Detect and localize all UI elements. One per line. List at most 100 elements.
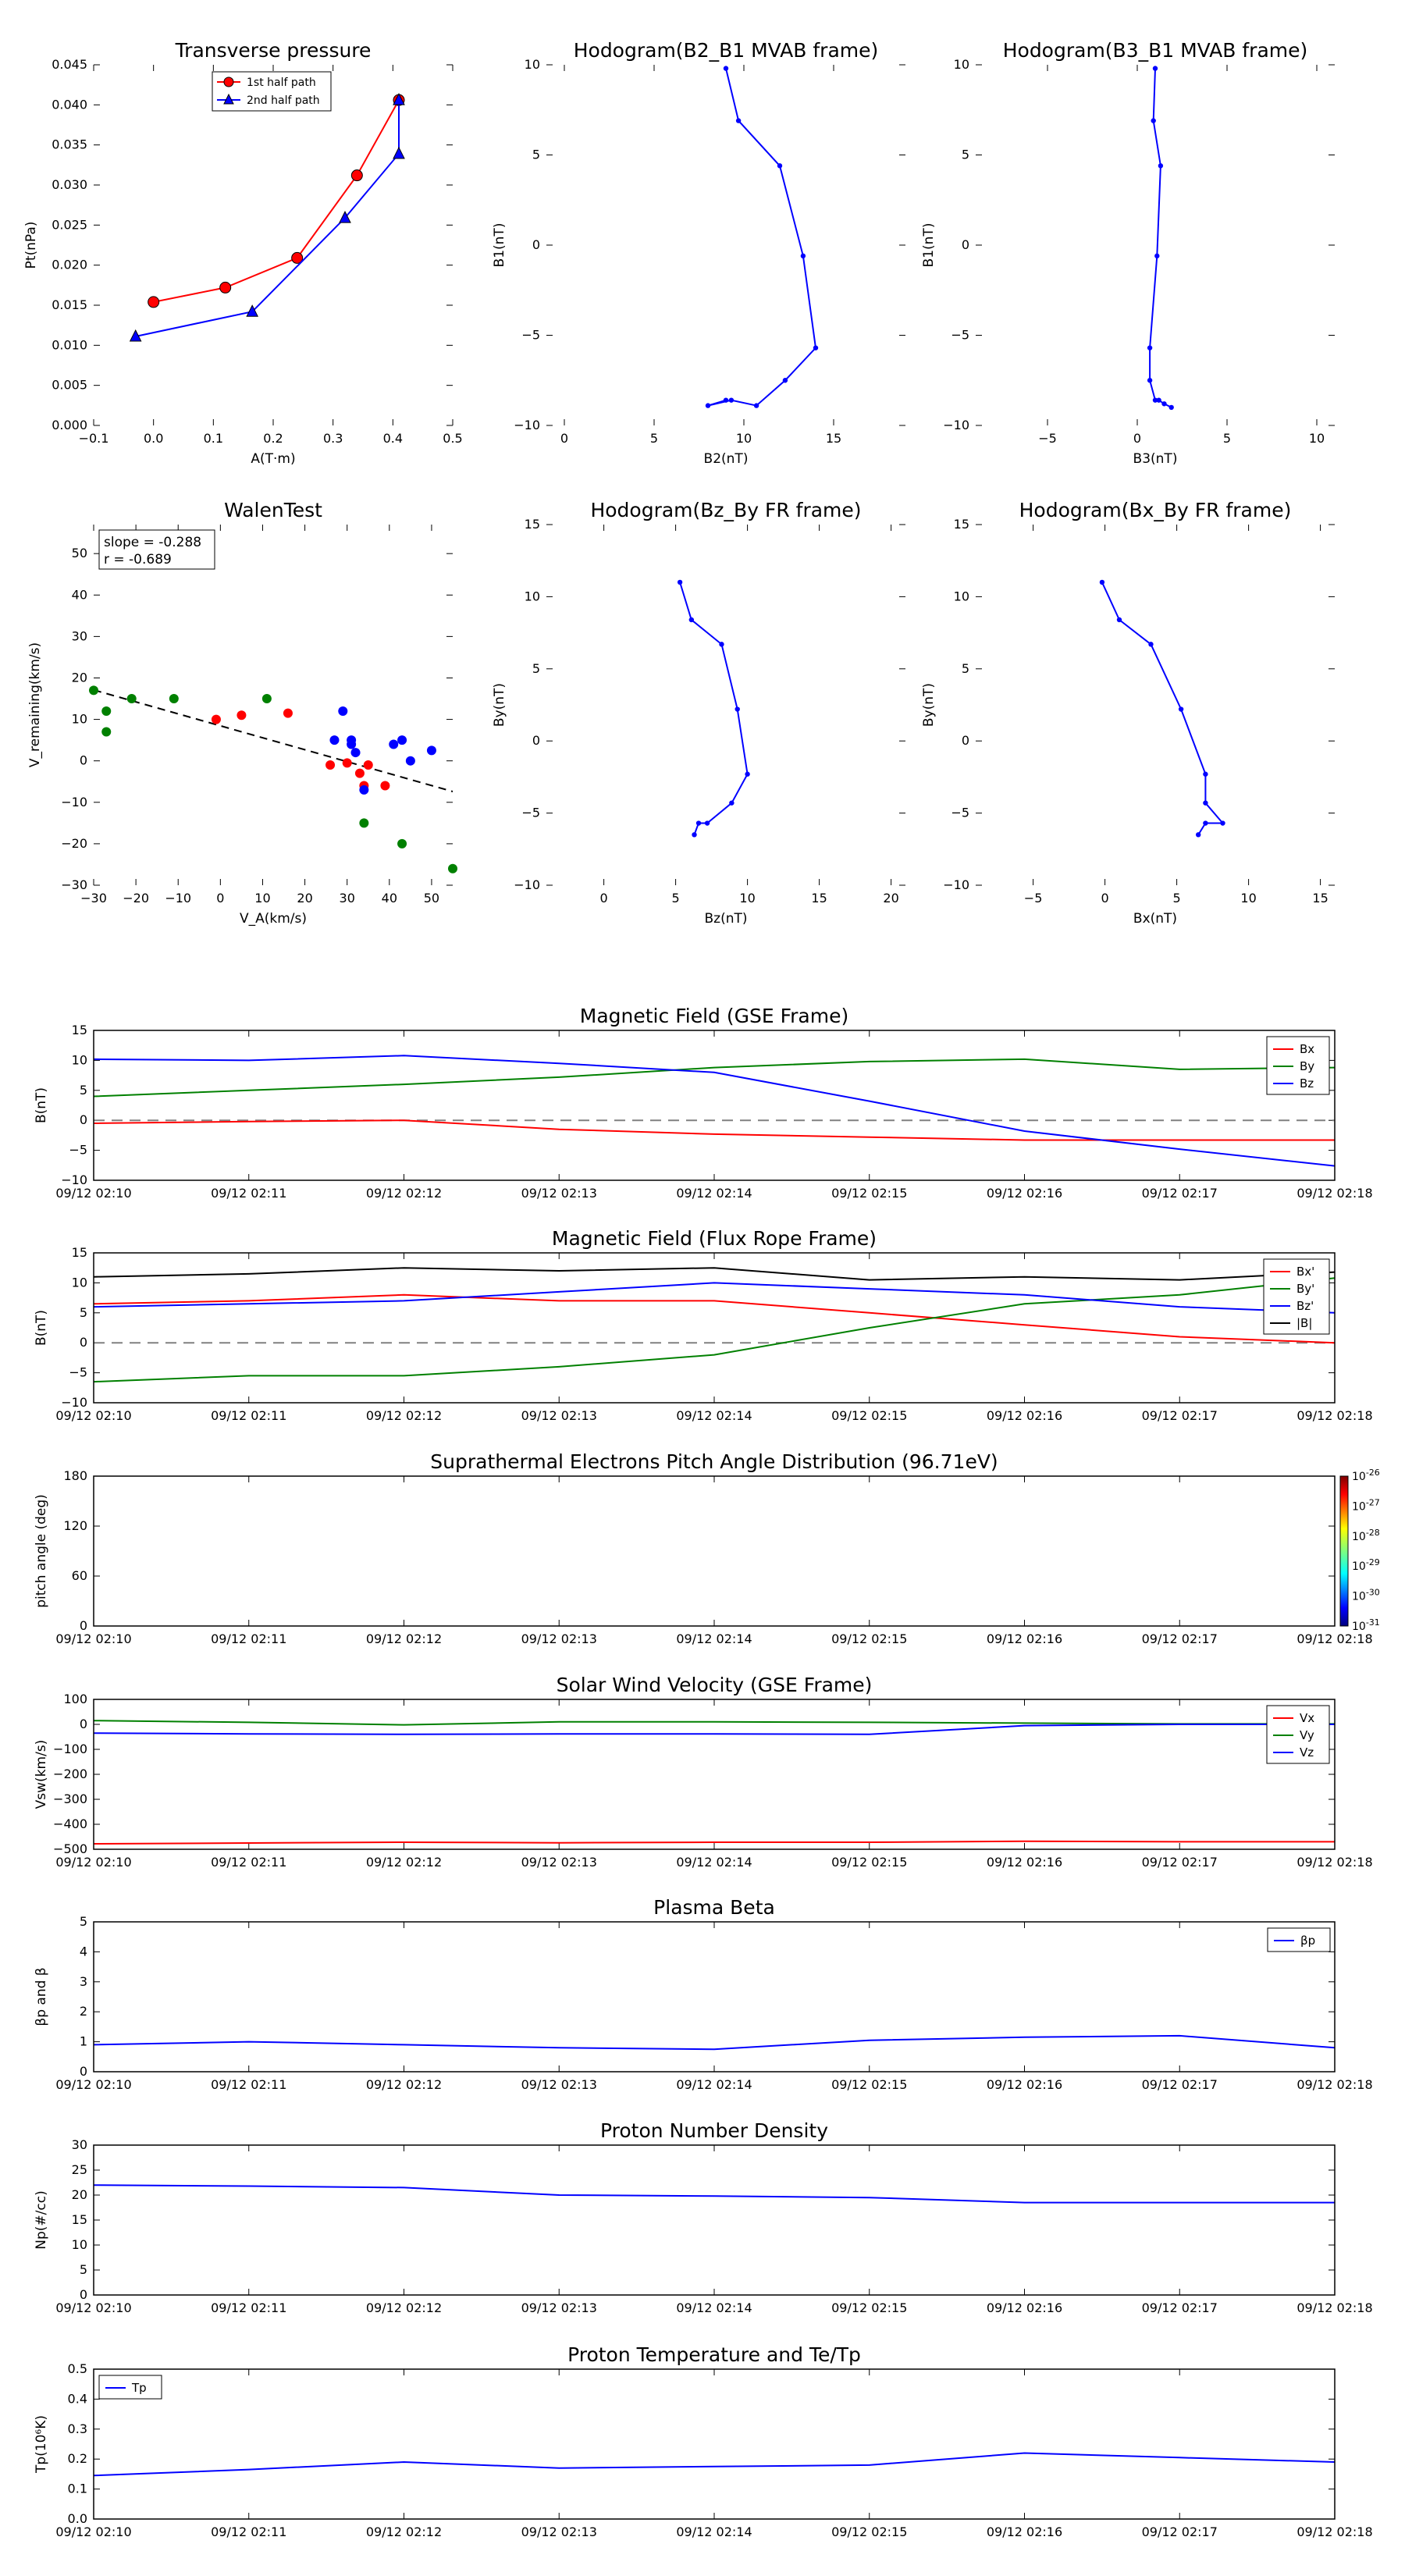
y-tick-label: −10 (514, 877, 540, 892)
panel-hodogram-b2-b1-trace-point (723, 66, 729, 71)
x-tick-label: 09/12 02:12 (366, 1631, 442, 1646)
scatter-point-red (325, 760, 336, 770)
y-axis-label: Pt(nPa) (23, 222, 39, 269)
panel-hodogram-bx-by-trace-point (1220, 820, 1225, 826)
y-tick-label: 0.040 (52, 97, 87, 112)
colorbar-label-base: 10 (1352, 1471, 1366, 1483)
legend-label: 2nd half path (247, 94, 320, 107)
x-tick-label: 10 (1309, 431, 1325, 446)
y-tick-label: 0 (80, 1717, 87, 1731)
x-tick-label: −10 (165, 891, 191, 906)
scatter-point-green (101, 706, 112, 716)
panel-hodogram-b3-b1-trace-point (1154, 253, 1160, 259)
y-tick-label: 0 (80, 2287, 87, 2302)
y-tick-label: −20 (61, 836, 87, 851)
panel-hodogram-bx-by-trace-point (1196, 832, 1201, 838)
x-tick-label: 09/12 02:17 (1142, 1855, 1218, 1870)
x-tick-label: 09/12 02:13 (521, 1631, 597, 1646)
first-half-path-point (148, 296, 160, 308)
scatter-point-red (380, 781, 390, 791)
panel-pitch-angle-frame (93, 1475, 1336, 1627)
x-tick-label: 09/12 02:11 (211, 2300, 286, 2315)
chart-title: Suprathermal Electrons Pitch Angle Distr… (430, 1450, 998, 1473)
y-tick-label: 100 (63, 1692, 87, 1706)
second-half-path-point (339, 210, 351, 223)
x-tick-label: 15 (811, 891, 827, 906)
panel-hodogram-bx-by-trace-point (1203, 771, 1208, 777)
legend-label: Bz' (1297, 1299, 1314, 1313)
panel-magnetic-field-flux-rope-series-2-line (93, 1282, 1336, 1314)
y-axis-label: By(nT) (492, 683, 507, 727)
y-axis-label: By(nT) (921, 683, 937, 727)
x-tick-label: 0 (1101, 891, 1109, 906)
x-tick-label: 0.5 (443, 431, 462, 446)
colorbar-label-base: 10 (1352, 1591, 1366, 1603)
y-tick-label: 0 (80, 1112, 87, 1127)
panel-hodogram-bx-by-trace-point (1178, 706, 1184, 712)
y-tick-label: 0.4 (68, 2391, 87, 2406)
y-tick-label: 0.030 (52, 177, 87, 192)
x-tick-label: 09/12 02:13 (521, 1855, 597, 1870)
legend-label: By' (1297, 1282, 1314, 1296)
panel-hodogram-b3-b1-trace-line (1149, 68, 1172, 408)
panel-proton-density-series-0-line (93, 2184, 1335, 2204)
y-tick-label: 3 (80, 1974, 87, 1989)
x-tick-label: 09/12 02:13 (521, 2077, 597, 2092)
scatter-point-red (283, 708, 293, 718)
y-axis-label: Vsw(km/s) (34, 1740, 49, 1809)
x-axis-label: B2(nT) (704, 451, 749, 467)
panel-hodogram-b2-b1: Hodogram(B2_B1 MVAB frame) 0 5 10 15 −10 −5 0 5 1… (492, 39, 905, 467)
x-tick-label: 09/12 02:11 (211, 1408, 286, 1423)
panel-magnetic-field-flux-rope-series-3-line (93, 1267, 1336, 1281)
scatter-point-red (342, 758, 352, 768)
panel-hodogram-bz-by-trace-point (735, 706, 740, 712)
colorbar-label: 10-27 (1352, 1497, 1380, 1513)
y-tick-label: −30 (61, 877, 87, 892)
y-tick-label: 0.005 (52, 378, 87, 393)
colorbar-label-exp: -28 (1366, 1528, 1380, 1538)
scatter-point-green (397, 838, 407, 849)
panel-hodogram-b3-b1: Hodogram(B3_B1 MVAB frame) −5 0 5 10 −10 −5 0 5 1… (921, 39, 1335, 467)
x-tick-label: 09/12 02:17 (1142, 1631, 1218, 1646)
x-tick-label: 5 (1173, 891, 1181, 906)
x-tick-label: 09/12 02:10 (55, 1855, 131, 1870)
x-tick-label: 09/12 02:17 (1142, 2300, 1218, 2315)
x-tick-label: 15 (1312, 891, 1328, 906)
colorbar-label-base: 10 (1352, 1531, 1366, 1543)
x-tick-label: 09/12 02:15 (831, 2077, 907, 2092)
x-axis-label: Bz(nT) (704, 911, 747, 927)
panel-hodogram-b3-b1-trace-point (1168, 404, 1174, 411)
panel-hodogram-b3-b1-trace-point (1161, 401, 1167, 407)
panel-hodogram-b3-b1-trace-point (1152, 66, 1158, 71)
scatter-point-red (237, 710, 247, 720)
y-tick-label: 2 (80, 2004, 87, 2019)
x-tick-label: 15 (826, 431, 841, 446)
chart-title: Plasma Beta (653, 1896, 775, 1919)
x-tick-label: 20 (883, 891, 898, 906)
scatter-point-red (211, 714, 221, 724)
panel-hodogram-bz-by-trace-point (729, 800, 735, 806)
legend: Bx' By' Bz' |B| (1263, 1258, 1330, 1335)
scatter-point-blue (338, 706, 348, 716)
y-tick-label: 5 (80, 1914, 87, 1929)
panel-hodogram-bx-by-trace-point (1203, 800, 1208, 806)
chart-title: Magnetic Field (Flux Rope Frame) (552, 1227, 877, 1250)
panel-solar-wind-velocity: Solar Wind Velocity (GSE Frame) 09/12 02:… (34, 1674, 1373, 1870)
chart-title: WalenTest (224, 499, 322, 521)
x-tick-label: 09/12 02:15 (831, 1408, 907, 1423)
x-tick-label: 09/12 02:12 (366, 2524, 442, 2539)
y-tick-label: −10 (61, 1395, 87, 1410)
colorbar-label-exp: -29 (1366, 1557, 1380, 1567)
scatter-point-blue (359, 785, 369, 795)
y-tick-label: −5 (951, 806, 969, 820)
colorbar-label: 10-28 (1352, 1528, 1380, 1543)
second-half-path-point (393, 146, 405, 159)
first-half-path-point (291, 251, 304, 264)
panel-hodogram-bx-by-trace-point (1148, 642, 1154, 647)
y-tick-label: −5 (951, 328, 969, 343)
x-tick-label: 0 (560, 431, 568, 446)
y-tick-label: 10 (72, 1052, 87, 1067)
y-axis-label: Tp(10⁶K) (34, 2415, 49, 2474)
y-tick-label: 0.025 (52, 217, 87, 232)
